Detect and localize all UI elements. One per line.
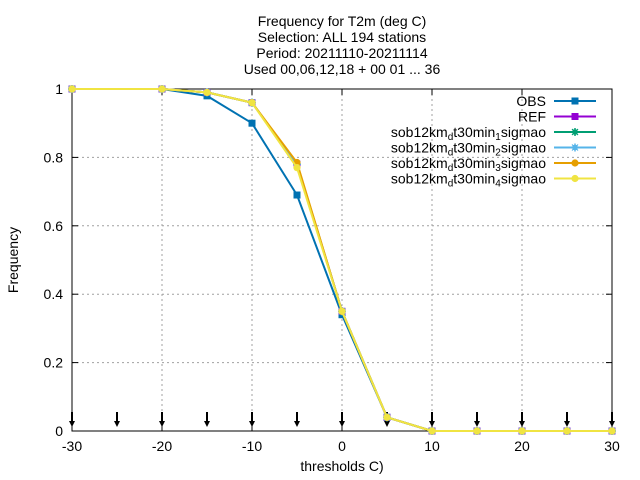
legend: OBSREFsob12kmdt30min1sigmaosob12kmdt30mi…: [391, 93, 596, 190]
legend-label: sob12kmdt30min4sigmao: [391, 171, 546, 190]
legend-label: OBS: [516, 93, 546, 109]
y-tick-label: 0.4: [44, 286, 64, 302]
threshold-marker: [114, 412, 120, 427]
data-point: [383, 413, 391, 421]
legend-swatch-marker: [571, 159, 579, 167]
title-line-4: Used 00,06,12,18 + 00 01 ... 36: [244, 61, 441, 77]
legend-swatch-marker: [571, 174, 579, 183]
x-tick-label: 0: [338, 438, 346, 454]
data-point: [473, 427, 481, 435]
y-tick-label: 0.6: [44, 218, 64, 234]
legend-item: OBS: [516, 93, 596, 109]
legend-swatch-marker: [571, 143, 579, 152]
y-axis-label: Frequency: [5, 227, 21, 293]
legend-item: REF: [518, 109, 596, 125]
x-tick-labels: -30 -20 -10 0 10 20 30: [62, 438, 620, 454]
data-point: [428, 427, 436, 435]
y-tick-label: 0: [55, 423, 63, 439]
data-point: [248, 119, 256, 127]
threshold-marker: [474, 412, 480, 427]
x-tick-label: 20: [514, 438, 530, 454]
threshold-markers: [69, 412, 615, 427]
series-group: [68, 85, 616, 435]
y-tick-label: 0.8: [44, 149, 64, 165]
chart-title: Frequency for T2m (deg C) Selection: ALL…: [244, 13, 441, 77]
legend-swatch-marker: [571, 113, 579, 120]
threshold-marker: [294, 412, 300, 427]
legend-item: sob12kmdt30min2sigmao: [391, 140, 596, 159]
legend-item: sob12kmdt30min3sigmao: [391, 155, 596, 174]
y-tick-label: 1: [55, 81, 63, 97]
threshold-marker: [609, 412, 615, 427]
data-point: [608, 427, 616, 435]
threshold-marker: [249, 412, 255, 427]
legend-item: sob12kmdt30min1sigmao: [391, 124, 596, 143]
data-point: [68, 85, 76, 93]
threshold-marker: [564, 412, 570, 427]
x-axis-label: thresholds C): [300, 458, 383, 474]
threshold-marker: [429, 412, 435, 427]
series-6: [68, 85, 616, 435]
legend-label: sob12kmdt30min3sigmao: [391, 155, 546, 174]
legend-item: sob12kmdt30min4sigmao: [391, 171, 596, 190]
legend-label: sob12kmdt30min2sigmao: [391, 140, 546, 159]
threshold-marker: [519, 412, 525, 427]
y-tick-label: 0.2: [44, 355, 64, 371]
title-line-3: Period: 20211110-20211114: [256, 45, 427, 61]
legend-label: REF: [518, 109, 546, 125]
data-point: [518, 427, 526, 435]
threshold-marker: [204, 412, 210, 427]
data-point: [563, 427, 571, 435]
threshold-marker: [339, 412, 345, 427]
legend-label: sob12kmdt30min1sigmao: [391, 124, 546, 143]
series-line: [72, 88, 612, 432]
data-point: [248, 99, 256, 107]
threshold-marker: [69, 412, 75, 427]
threshold-marker: [159, 412, 165, 427]
data-point: [203, 88, 211, 97]
x-tick-label: -30: [62, 438, 82, 454]
legend-swatch-marker: [571, 128, 579, 136]
y-tick-labels: 0 0.2 0.4 0.6 0.8 1: [44, 81, 64, 439]
legend-swatch-marker: [571, 97, 579, 105]
x-tick-label: -20: [152, 438, 172, 454]
x-tick-label: -10: [242, 438, 262, 454]
title-line-2: Selection: ALL 194 stations: [258, 29, 426, 45]
data-point: [293, 191, 301, 199]
data-point: [158, 85, 166, 93]
x-tick-label: 30: [604, 438, 620, 454]
data-point: [293, 164, 301, 172]
title-line-1: Frequency for T2m (deg C): [258, 13, 427, 29]
data-point: [338, 307, 346, 315]
x-tick-label: 10: [424, 438, 440, 454]
